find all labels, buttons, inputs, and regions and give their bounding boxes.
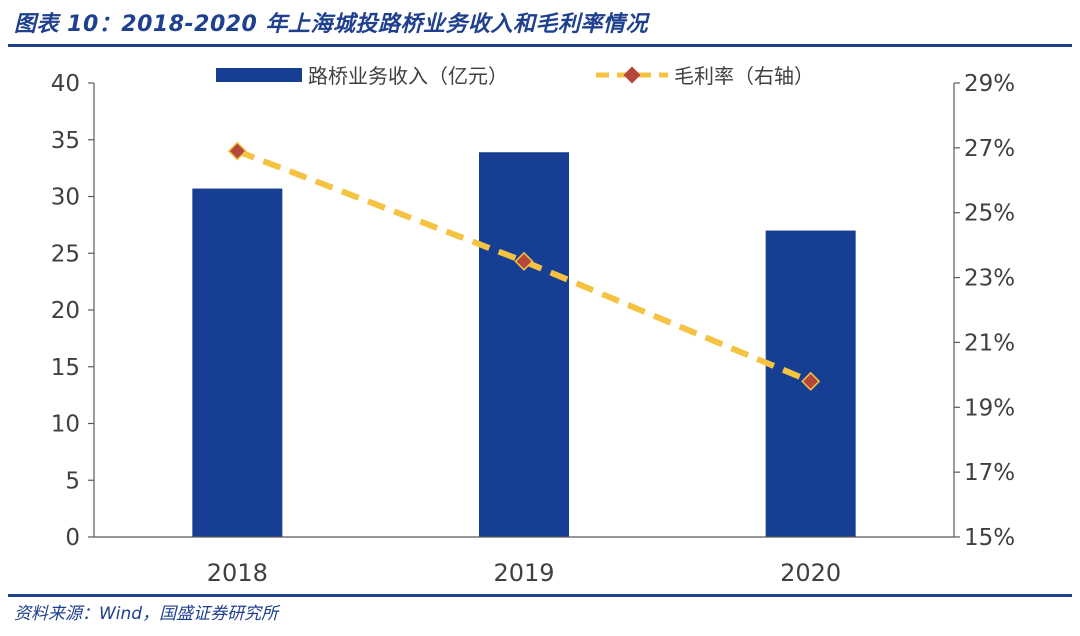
margin-line xyxy=(236,148,812,385)
figure-title: 图表 10：2018-2020 年上海城投路桥业务收入和毛利率情况 xyxy=(14,12,649,37)
legend-bar-swatch xyxy=(216,68,302,82)
left-tick-label: 20 xyxy=(51,298,80,324)
right-tick-label: 23% xyxy=(964,266,1015,292)
margin-point-2020 xyxy=(801,371,821,391)
left-tick-label: 35 xyxy=(51,128,80,154)
legend-bar-label: 路桥业务收入（亿元） xyxy=(308,64,508,88)
title-rule xyxy=(8,44,1072,47)
bar-2018 xyxy=(192,188,283,537)
axes-group: 0 5 10 15 20 25 30 35 40 15% 17% 19% 21% 23% 25% 27% 29%… xyxy=(51,71,1015,587)
left-tick-label: 15 xyxy=(51,355,80,381)
source-note: 资料来源：Wind，国盛证券研究所 xyxy=(14,604,279,624)
left-tick-label: 10 xyxy=(51,412,80,438)
legend-line-marker xyxy=(623,66,641,84)
footer-rule xyxy=(8,594,1072,597)
right-tick-label: 15% xyxy=(964,525,1015,551)
left-tick-label: 40 xyxy=(51,71,80,97)
x-tick-label: 2019 xyxy=(493,559,554,587)
right-tick-label: 17% xyxy=(964,460,1015,486)
bars-group xyxy=(192,152,856,538)
right-tick-label: 19% xyxy=(964,395,1015,421)
bar-2019 xyxy=(479,152,569,538)
left-tick-label: 30 xyxy=(51,185,80,211)
left-tick-label: 5 xyxy=(65,468,80,494)
right-tick-label: 29% xyxy=(964,71,1015,97)
right-tick-label: 25% xyxy=(964,201,1015,227)
line-group xyxy=(227,141,821,391)
margin-point-2018 xyxy=(227,141,247,161)
left-tick-label: 0 xyxy=(65,525,80,551)
legend: 路桥业务收入（亿元） 毛利率（右轴） xyxy=(216,64,814,88)
right-tick-label: 21% xyxy=(964,330,1015,356)
x-tick-label: 2020 xyxy=(780,559,841,587)
left-tick-label: 25 xyxy=(51,241,80,267)
legend-line-label: 毛利率（右轴） xyxy=(674,64,814,88)
x-tick-label: 2018 xyxy=(207,559,268,587)
right-tick-label: 27% xyxy=(964,136,1015,162)
margin-point-2019 xyxy=(514,251,534,271)
